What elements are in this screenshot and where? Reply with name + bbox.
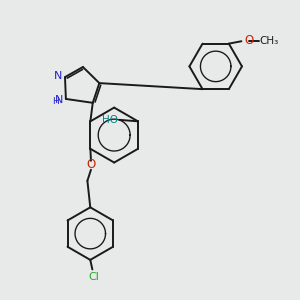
Text: Cl: Cl xyxy=(88,272,99,282)
Text: N: N xyxy=(55,94,63,104)
Text: N: N xyxy=(54,71,63,81)
Text: HO: HO xyxy=(102,115,118,124)
Text: O: O xyxy=(86,158,96,171)
Text: H: H xyxy=(52,98,59,106)
Text: CH₃: CH₃ xyxy=(259,36,278,46)
Text: O: O xyxy=(244,34,253,47)
